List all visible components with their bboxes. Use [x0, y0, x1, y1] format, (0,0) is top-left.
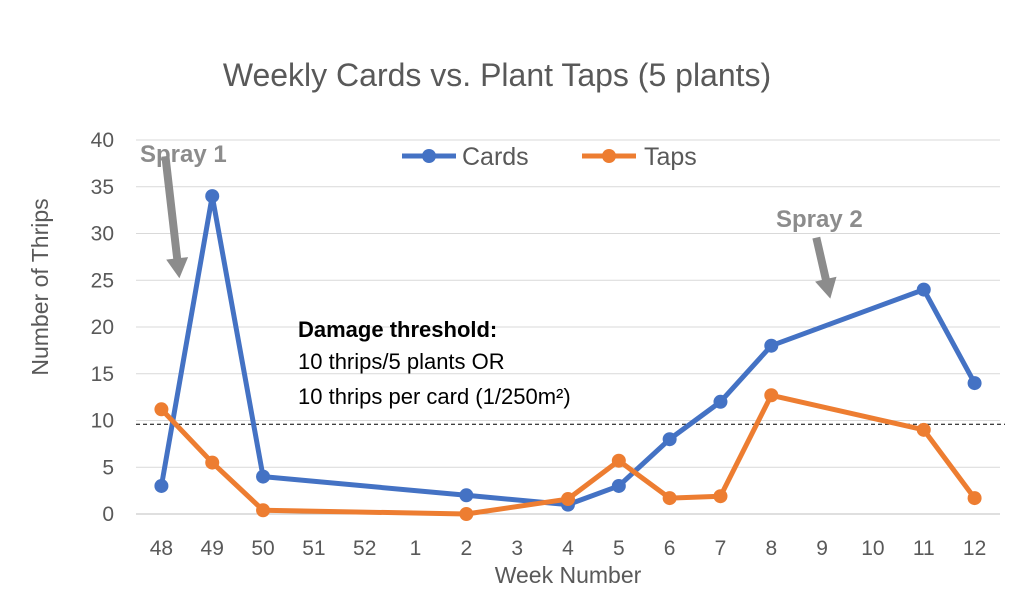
data-point-taps-2: [459, 507, 474, 521]
x-tick-label: 4: [562, 537, 574, 560]
chart-title: Weekly Cards vs. Plant Taps (5 plants): [223, 57, 771, 93]
y-tick-label: 5: [102, 456, 114, 479]
x-tick-label: 6: [664, 537, 676, 560]
x-tick-label: 2: [461, 537, 473, 560]
spray-2-label: Spray 2: [776, 206, 863, 233]
x-axis-label: Week Number: [495, 562, 642, 588]
x-tick-label: 51: [302, 537, 325, 560]
data-point-cards-50: [256, 469, 271, 484]
data-point-taps-11: [916, 422, 931, 437]
data-point-taps-50: [256, 503, 271, 518]
threshold-line2: 10 thrips per card (1/250m²): [298, 384, 571, 409]
x-tick-labels: 48 49 50 51 52 1 2 3 4 5 6 7 8 9 10 11 12: [150, 537, 987, 560]
data-point-cards-12: [967, 376, 982, 391]
x-tick-label: 7: [715, 537, 727, 560]
data-point-taps-6: [662, 491, 677, 506]
y-tick-label: 30: [91, 223, 114, 246]
data-point-cards-6: [662, 432, 677, 447]
gridlines: [136, 139, 1000, 515]
data-point-cards-5: [611, 478, 626, 493]
x-tick-label: 5: [613, 537, 625, 560]
y-tick-label: 10: [91, 410, 114, 433]
threshold-annotation: Damage threshold: 10 thrips/5 plants OR …: [298, 317, 571, 409]
data-point-cards-2: [459, 488, 474, 503]
data-point-taps-49: [205, 455, 220, 470]
data-point-taps-7: [713, 489, 728, 504]
legend-label-cards: Cards: [462, 143, 529, 171]
x-tick-label: 50: [251, 537, 274, 560]
y-tick-labels: 0 5 10 15 20 25 30 35 40: [91, 129, 114, 526]
y-tick-label: 0: [102, 503, 114, 526]
data-point-taps-4: [561, 492, 575, 507]
legend-marker-taps: [602, 149, 616, 163]
spray-2-arrow: [812, 236, 837, 299]
x-tick-label: 52: [353, 537, 376, 560]
y-tick-label: 35: [91, 176, 114, 199]
x-tick-label: 1: [410, 537, 422, 560]
y-tick-label: 15: [91, 363, 114, 386]
data-point-cards-49: [205, 189, 220, 204]
x-tick-label: 49: [201, 537, 224, 560]
x-tick-label: 11: [913, 537, 935, 560]
series-line-cards: [158, 193, 977, 508]
data-point-cards-48: [154, 478, 169, 493]
x-tick-label: 48: [150, 537, 173, 560]
series-layer: [154, 189, 982, 521]
x-tick-label: 9: [816, 537, 828, 560]
threshold-line1: 10 thrips/5 plants OR: [298, 349, 505, 374]
data-point-cards-8: [764, 338, 779, 353]
data-point-taps-12: [967, 491, 982, 506]
legend-label-taps: Taps: [644, 143, 697, 171]
x-tick-label: 8: [765, 537, 777, 560]
data-point-taps-8: [764, 388, 779, 403]
y-tick-label: 40: [91, 129, 114, 152]
y-axis-label: Number of Thrips: [27, 198, 53, 375]
spray-1-label: Spray 1: [140, 141, 227, 168]
x-tick-label: 12: [963, 537, 986, 560]
y-tick-label: 20: [91, 316, 114, 339]
legend: Cards Taps: [402, 143, 697, 171]
y-tick-label: 25: [91, 269, 114, 292]
data-point-taps-5: [611, 453, 626, 468]
legend-marker-cards: [422, 149, 436, 163]
x-tick-label: 3: [511, 537, 523, 560]
data-point-cards-11: [916, 282, 931, 297]
data-point-taps-48: [154, 402, 169, 417]
data-point-cards-7: [713, 394, 728, 409]
threshold-heading: Damage threshold:: [298, 317, 497, 342]
x-tick-label: 10: [861, 537, 884, 560]
spray-1-arrow: [161, 155, 189, 279]
